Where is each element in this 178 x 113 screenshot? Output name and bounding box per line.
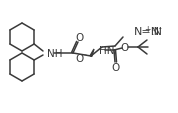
Text: N=N: N=N: [134, 27, 160, 37]
Polygon shape: [90, 50, 94, 57]
Text: O: O: [121, 43, 129, 53]
Text: +: +: [144, 24, 150, 33]
Text: :N: :N: [151, 27, 163, 37]
Text: HN: HN: [99, 46, 114, 55]
Text: -: -: [159, 24, 161, 33]
Text: NH: NH: [47, 49, 62, 59]
Text: O: O: [75, 33, 83, 43]
Text: O: O: [112, 62, 120, 72]
Text: O: O: [76, 54, 84, 63]
Text: ⁻: ⁻: [82, 51, 86, 60]
